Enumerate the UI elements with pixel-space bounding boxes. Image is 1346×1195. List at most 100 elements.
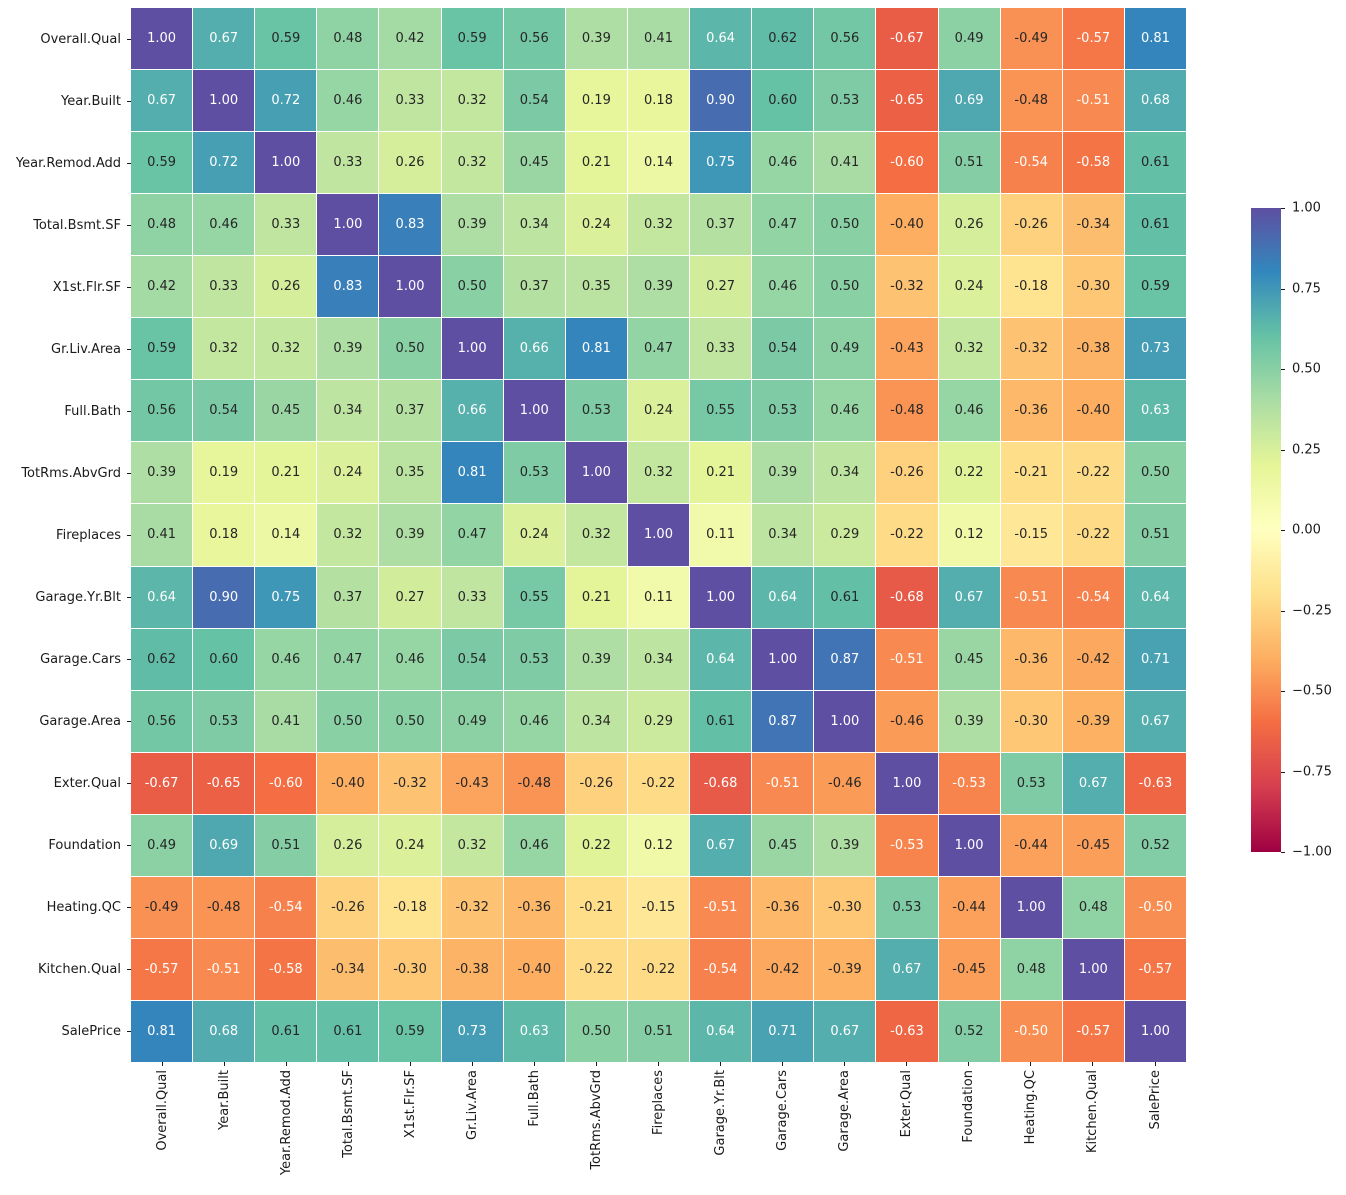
heatmap-cell-Garage.Yr.Blt-Fireplaces: 0.11	[627, 566, 690, 628]
heatmap-cell-Garage.Yr.Blt-Foundation: 0.67	[938, 566, 1000, 628]
heatmap-cell-X1st.Flr.SF-Fireplaces: 0.39	[627, 256, 690, 318]
heatmap-cell-Fireplaces-Year.Built: 0.18	[193, 504, 255, 566]
heatmap-cell-Year.Built-Overall.Qual: 0.67	[131, 70, 193, 132]
heatmap-cell-TotRms.AbvGrd-Year.Built: 0.19	[193, 442, 255, 504]
y-tick-label: SalePrice	[61, 1023, 121, 1039]
heatmap-cell-Fireplaces-TotRms.AbvGrd: 0.32	[565, 504, 627, 566]
y-tick-label: Total.Bsmt.SF	[33, 217, 121, 233]
heatmap-cell-Garage.Cars-X1st.Flr.SF: 0.46	[379, 628, 441, 690]
y-tick-mark	[127, 596, 131, 598]
heatmap-cell-X1st.Flr.SF-X1st.Flr.SF: 1.00	[379, 256, 441, 318]
heatmap-cell-TotRms.AbvGrd-X1st.Flr.SF: 0.35	[379, 442, 441, 504]
heatmap-cell-Year.Built-TotRms.AbvGrd: 0.19	[565, 70, 627, 132]
heatmap-cell-SalePrice-Kitchen.Qual: -0.57	[1062, 1000, 1124, 1062]
heatmap-cell-Garage.Area-Garage.Cars: 0.87	[752, 690, 814, 752]
colorbar: 1.00 0.75 0.50 0.25 0.00 −0.25 −0.50 −0.75 −1.00	[1251, 201, 1332, 860]
heatmap-cell-TotRms.AbvGrd-Garage.Area: 0.34	[814, 442, 876, 504]
heatmap-cell-SalePrice-Garage.Yr.Blt: 0.64	[690, 1000, 752, 1062]
y-tick-label: TotRms.AbvGrd	[21, 465, 121, 481]
heatmap-cell-Heating.QC-TotRms.AbvGrd: -0.21	[565, 876, 627, 938]
heatmap-cell-Total.Bsmt.SF-Fireplaces: 0.32	[627, 194, 690, 256]
heatmap-cell-Full.Bath-Year.Remod.Add: 0.45	[255, 380, 317, 442]
heatmap-cell-SalePrice-Heating.QC: -0.50	[1000, 1000, 1062, 1062]
colorbar-tick-label: 0.75	[1292, 281, 1321, 297]
heatmap-cell-Year.Remod.Add-Gr.Liv.Area: 0.32	[441, 132, 503, 194]
heatmap-cell-Year.Remod.Add-Garage.Yr.Blt: 0.75	[690, 132, 752, 194]
y-tick-label: Garage.Yr.Blt	[35, 589, 121, 605]
heatmap-cell-Exter.Qual-Year.Built: -0.65	[193, 752, 255, 814]
heatmap-cell-Garage.Yr.Blt-TotRms.AbvGrd: 0.21	[565, 566, 627, 628]
heatmap-cell-Year.Built-Garage.Cars: 0.60	[752, 70, 814, 132]
y-tick-Kitchen.Qual: Kitchen.Qual	[0, 938, 131, 1000]
y-tick-mark	[127, 286, 131, 288]
colorbar-tick-label: −1.00	[1292, 844, 1332, 860]
heatmap-cell-Total.Bsmt.SF-Gr.Liv.Area: 0.39	[441, 194, 503, 256]
x-tick-label: Fireplaces	[651, 1070, 667, 1135]
heatmap-cell-SalePrice-SalePrice: 1.00	[1124, 1000, 1186, 1062]
heatmap-cell-Gr.Liv.Area-Garage.Cars: 0.54	[752, 318, 814, 380]
heatmap-cell-Garage.Cars-TotRms.AbvGrd: 0.39	[565, 628, 627, 690]
heatmap-cell-Garage.Cars-SalePrice: 0.71	[1124, 628, 1186, 690]
heatmap-cell-SalePrice-Overall.Qual: 0.81	[131, 1000, 193, 1062]
heatmap-cell-X1st.Flr.SF-Garage.Area: 0.50	[814, 256, 876, 318]
heatmap-cell-Kitchen.Qual-Garage.Cars: -0.42	[752, 938, 814, 1000]
x-tick-Fireplaces: Fireplaces	[628, 1062, 690, 1195]
x-tick-mark	[471, 1062, 473, 1066]
heatmap-cell-Exter.Qual-Fireplaces: -0.22	[627, 752, 690, 814]
heatmap-cell-Foundation-Full.Bath: 0.46	[503, 814, 565, 876]
heatmap-cell-Garage.Area-Heating.QC: -0.30	[1000, 690, 1062, 752]
heatmap-cell-TotRms.AbvGrd-Gr.Liv.Area: 0.81	[441, 442, 503, 504]
x-tick-mark	[347, 1062, 349, 1066]
colorbar-tick-label: −0.75	[1292, 764, 1332, 780]
y-tick-Overall.Qual: Overall.Qual	[0, 8, 131, 70]
heatmap-cell-Gr.Liv.Area-Year.Built: 0.32	[193, 318, 255, 380]
correlation-heatmap: 1.00 0.67 0.59 0.48 0.42 0.59 0.56 0.39 0.41 0.64…	[131, 8, 1186, 1062]
heatmap-cell-Foundation-Garage.Yr.Blt: 0.67	[690, 814, 752, 876]
y-tick-Year.Remod.Add: Year.Remod.Add	[0, 132, 131, 194]
heatmap-cell-Garage.Area-Full.Bath: 0.46	[503, 690, 565, 752]
heatmap-cell-Overall.Qual-Total.Bsmt.SF: 0.48	[317, 8, 379, 70]
colorbar-tick-mark	[1281, 530, 1285, 531]
heatmap-cell-Garage.Area-Foundation: 0.39	[938, 690, 1000, 752]
heatmap-cell-Exter.Qual-X1st.Flr.SF: -0.32	[379, 752, 441, 814]
heatmap-cell-Full.Bath-Gr.Liv.Area: 0.66	[441, 380, 503, 442]
x-tick-mark	[285, 1062, 287, 1066]
colorbar-gradient	[1251, 208, 1281, 852]
heatmap-cell-Year.Remod.Add-Year.Remod.Add: 1.00	[255, 132, 317, 194]
heatmap-cell-Heating.QC-SalePrice: -0.50	[1124, 876, 1186, 938]
heatmap-cell-Garage.Yr.Blt-Gr.Liv.Area: 0.33	[441, 566, 503, 628]
heatmap-cell-Total.Bsmt.SF-SalePrice: 0.61	[1124, 194, 1186, 256]
heatmap-cell-Kitchen.Qual-Foundation: -0.45	[938, 938, 1000, 1000]
heatmap-cell-Garage.Cars-Fireplaces: 0.34	[627, 628, 690, 690]
x-tick-mark	[223, 1062, 225, 1066]
heatmap-cell-Full.Bath-Full.Bath: 1.00	[503, 380, 565, 442]
heatmap-cell-Year.Built-Gr.Liv.Area: 0.32	[441, 70, 503, 132]
heatmap-cell-Garage.Yr.Blt-Overall.Qual: 0.64	[131, 566, 193, 628]
heatmap-cell-Year.Built-Total.Bsmt.SF: 0.46	[317, 70, 379, 132]
heatmap-cell-Garage.Yr.Blt-Garage.Area: 0.61	[814, 566, 876, 628]
x-tick-Year.Built: Year.Built	[193, 1062, 255, 1195]
heatmap-cell-Overall.Qual-TotRms.AbvGrd: 0.39	[565, 8, 627, 70]
heatmap-cell-Garage.Yr.Blt-Year.Remod.Add: 0.75	[255, 566, 317, 628]
x-tick-Overall.Qual: Overall.Qual	[131, 1062, 193, 1195]
x-tick-Heating.QC: Heating.QC	[1000, 1062, 1062, 1195]
heatmap-cell-Garage.Area-Year.Remod.Add: 0.41	[255, 690, 317, 752]
heatmap-cell-SalePrice-Exter.Qual: -0.63	[876, 1000, 938, 1062]
heatmap-cell-Garage.Area-Garage.Area: 1.00	[814, 690, 876, 752]
heatmap-cell-Garage.Cars-Full.Bath: 0.53	[503, 628, 565, 690]
y-tick-label: Garage.Cars	[40, 651, 121, 667]
x-tick-mark	[595, 1062, 597, 1066]
heatmap-cell-Kitchen.Qual-SalePrice: -0.57	[1124, 938, 1186, 1000]
heatmap-cell-Garage.Cars-Overall.Qual: 0.62	[131, 628, 193, 690]
heatmap-cell-SalePrice-Total.Bsmt.SF: 0.61	[317, 1000, 379, 1062]
heatmap-cell-SalePrice-Fireplaces: 0.51	[627, 1000, 690, 1062]
heatmap-cell-Garage.Yr.Blt-X1st.Flr.SF: 0.27	[379, 566, 441, 628]
heatmap-cell-Gr.Liv.Area-Gr.Liv.Area: 1.00	[441, 318, 503, 380]
colorbar-tick-mark	[1281, 852, 1285, 853]
heatmap-cell-Overall.Qual-Garage.Area: 0.56	[814, 8, 876, 70]
heatmap-cell-TotRms.AbvGrd-Year.Remod.Add: 0.21	[255, 442, 317, 504]
heatmap-cell-Overall.Qual-Garage.Yr.Blt: 0.64	[690, 8, 752, 70]
colorbar-tick-label: 0.00	[1292, 522, 1321, 538]
heatmap-cell-Full.Bath-Overall.Qual: 0.56	[131, 380, 193, 442]
y-tick-mark	[127, 782, 131, 784]
